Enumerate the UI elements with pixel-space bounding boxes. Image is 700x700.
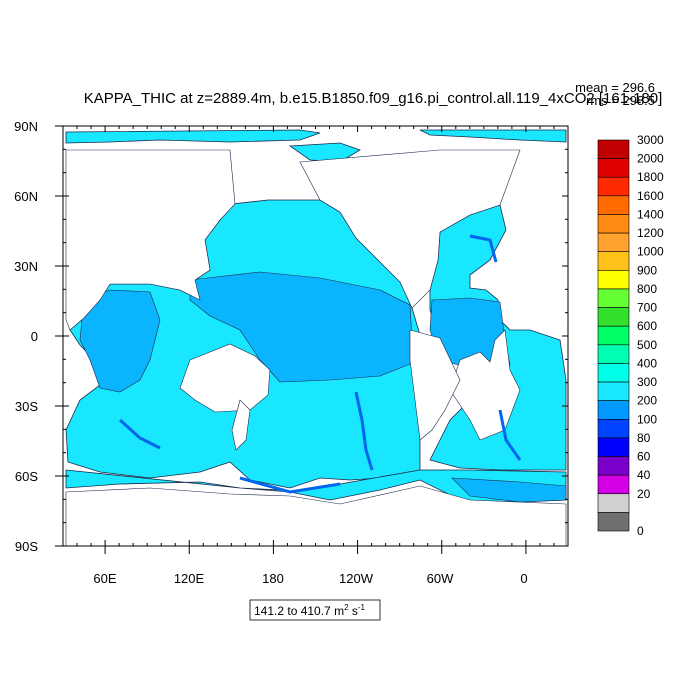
colorbar-swatch [597,195,630,215]
colorbar-swatch [597,214,630,234]
colorbar-swatch [597,493,630,513]
lat-tick-label: 90N [14,119,38,134]
colorbar-swatch [597,176,630,197]
lat-tick-label: 0 [31,329,38,344]
lon-tick-label: 60E [93,571,116,586]
ridges [118,234,522,494]
range-label-main: 141.2 to 410.7 m [254,604,344,618]
lon-tick-label: 60W [427,571,454,586]
colorbar-swatch [597,400,630,420]
lat-axis-labels: 90N 60N 30N 0 30S 60S 90S [14,119,38,554]
lon-tick-marks [62,126,569,554]
colorbar-swatch [597,325,630,346]
range-label-sup1: 2 [344,603,349,612]
colorbar-label: 500 [637,338,657,352]
lat-tick-label: 30S [15,399,38,414]
lon-tick-label: 0 [520,571,527,586]
range-label-sup2: -1 [358,603,366,612]
range-label-mid: s [349,604,358,618]
colorbar-swatch [597,437,630,457]
colorbar-label: 3000 [637,133,664,147]
colorbar-label: 2000 [637,152,664,166]
colorbar-label: 1000 [637,245,664,259]
colorbar-swatch [597,381,630,401]
colorbar-label: 600 [637,319,657,333]
lat-tick-label: 60N [14,189,38,204]
range-label: 141.2 to 410.7 m2 s-1 [254,603,366,618]
lon-tick-label: 120W [339,571,374,586]
colorbar-label: 20 [637,487,651,501]
rms-label: rms = 298.5 [586,93,655,108]
colorbar-swatch [597,270,630,290]
colorbar-label: 1200 [637,226,664,240]
colorbar-swatch [597,307,630,327]
colorbar-swatch [597,512,630,532]
colorbar-swatch [597,363,630,383]
lon-tick-label: 180 [262,571,284,586]
lon-axis-labels: 60E 120E 180 120W 60W 0 [93,571,527,586]
lon-tick-label: 120E [174,571,205,586]
colorbar-swatch [597,474,630,495]
map-panel [55,125,569,554]
colorbar-label: 40 [637,468,651,482]
colorbar-label: 1400 [637,207,664,221]
colorbar-label: 80 [637,431,651,445]
colorbar-label: 1800 [637,170,664,184]
colorbar-swatch [597,344,630,364]
lat-tick-marks [55,125,568,547]
mean-label: mean = 296.6 [575,80,655,95]
ocean-mid-regions [79,271,567,503]
colorbar-label: 0 [637,524,644,538]
lat-tick-label: 30N [14,259,38,274]
plot-title: KAPPA_THIC at z=2889.4m, b.e15.B1850.f09… [84,90,663,107]
colorbar-label: 800 [637,282,657,296]
lat-tick-label: 90S [15,539,38,554]
colorbar-label: 60 [637,450,651,464]
colorbar-swatch [597,418,630,439]
colorbar-label: 400 [637,356,657,370]
colorbar-label: 200 [637,394,657,408]
range-label-box: 141.2 to 410.7 m2 s-1 [249,599,381,621]
colorbar-label: 100 [637,412,657,426]
lat-tick-label: 60S [15,469,38,484]
colorbar-swatch [597,288,630,308]
colorbar-label: 300 [637,375,657,389]
colorbar-swatch [597,456,630,476]
colorbar-swatch [597,251,630,271]
colorbar: 3000200018001600140012001000900800700600… [597,133,664,538]
colorbar-swatch [597,139,630,159]
colorbar-label: 900 [637,263,657,277]
colorbar-label: 1600 [637,189,664,203]
colorbar-swatch [597,158,630,178]
colorbar-label: 700 [637,301,657,315]
land [65,149,567,547]
colorbar-swatch [597,232,630,253]
